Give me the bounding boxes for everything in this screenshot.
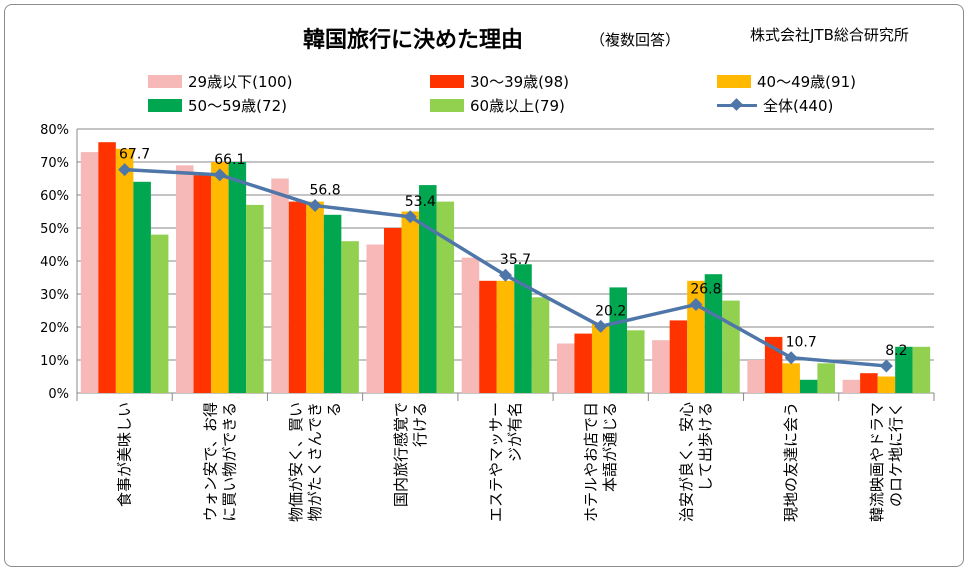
bar: [151, 235, 169, 393]
bar: [271, 179, 289, 394]
data-label: 35.7: [500, 252, 531, 268]
x-category-label: 行ける: [411, 402, 429, 447]
line-marker: [880, 359, 893, 372]
bar: [817, 363, 835, 393]
x-category-label: 治安が良く、安心: [677, 402, 695, 522]
x-category-label: 食事が美味しい: [116, 402, 134, 507]
bar: [366, 245, 384, 394]
x-category-label: 物がたくさんでき: [306, 402, 324, 521]
bar: [116, 149, 134, 393]
bar: [384, 228, 402, 393]
bar: [341, 241, 359, 393]
x-category-label: のロケ地に行く: [887, 402, 905, 507]
bar: [462, 258, 480, 393]
bar: [860, 373, 878, 393]
bar: [574, 334, 592, 393]
data-label: 56.8: [309, 183, 340, 199]
y-tick-label: 50%: [40, 222, 69, 237]
bar: [687, 281, 705, 393]
bar: [211, 162, 229, 393]
bar: [306, 202, 324, 393]
bar: [419, 185, 437, 393]
line-marker: [785, 351, 798, 364]
data-label: 10.7: [786, 335, 817, 351]
y-tick-label: 70%: [40, 156, 69, 171]
bar: [652, 340, 670, 393]
data-label: 8.2: [885, 343, 907, 359]
bar: [843, 380, 861, 393]
bar: [402, 212, 420, 394]
x-category-label: 韓流映画やドラマ: [868, 402, 886, 522]
y-tick-label: 0%: [48, 387, 69, 402]
bar: [670, 320, 688, 393]
bar: [133, 182, 151, 393]
bar: [289, 202, 307, 393]
bar: [479, 281, 497, 393]
bar: [532, 297, 550, 393]
bar: [627, 330, 645, 393]
bar: [176, 165, 194, 393]
x-category-label: ジが有名: [506, 402, 524, 462]
bar: [497, 281, 515, 393]
x-category-label: 本語が通じる: [601, 402, 619, 492]
x-category-label: る: [325, 402, 343, 417]
y-tick-label: 40%: [40, 255, 69, 270]
x-category-label: エステやマッサー: [487, 402, 505, 522]
x-category-label: して出歩ける: [696, 402, 714, 492]
chart-plot: 0% 10% 20% 30% 40% 50% 60% 70% 80% 67.7 66.1 56.8 53…: [0, 0, 970, 572]
y-tick-label: 60%: [40, 189, 69, 204]
bar: [747, 360, 765, 393]
data-label: 67.7: [119, 147, 150, 163]
x-category-label: ウォン安で、お得: [201, 402, 219, 521]
bar: [246, 205, 264, 393]
x-category-label: に買い物ができる: [220, 402, 238, 522]
bar: [98, 142, 116, 393]
x-category-label: ホテルやお店で日: [582, 402, 600, 522]
bar: [782, 363, 800, 393]
bar: [437, 202, 455, 393]
y-tick-label: 80%: [40, 123, 69, 138]
x-category-label: 国内旅行感覚で: [392, 402, 410, 507]
bar: [324, 215, 342, 393]
y-tick-label: 30%: [40, 288, 69, 303]
x-category-label: 現地の友達に会う: [782, 402, 800, 522]
data-label: 20.2: [595, 303, 626, 319]
bar: [800, 380, 818, 393]
bar: [81, 152, 99, 393]
y-tick-label: 10%: [40, 354, 69, 369]
y-tick-label: 20%: [40, 321, 69, 336]
bar: [592, 324, 610, 393]
x-category-label: 物価が安く、買い: [287, 402, 305, 522]
bar: [878, 377, 896, 394]
data-label: 53.4: [405, 194, 436, 210]
bar: [557, 344, 575, 394]
data-label: 26.8: [690, 282, 721, 298]
bar: [194, 175, 212, 393]
bar: [722, 301, 740, 393]
bar: [913, 347, 931, 393]
data-label: 66.1: [214, 152, 245, 168]
bar: [229, 162, 247, 393]
